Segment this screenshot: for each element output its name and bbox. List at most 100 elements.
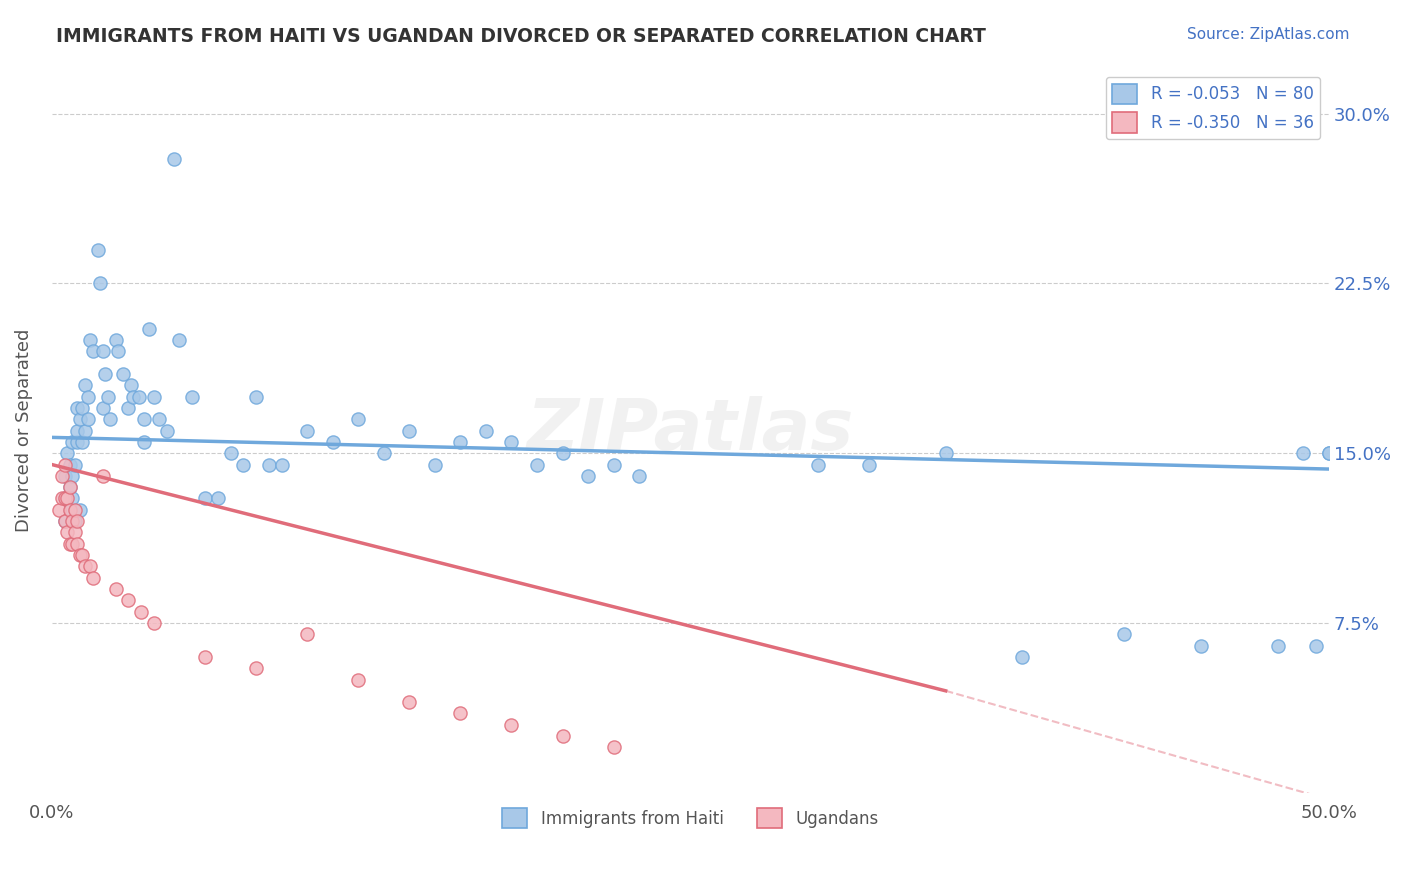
Point <box>526 458 548 472</box>
Point <box>295 627 318 641</box>
Point <box>97 390 120 404</box>
Point <box>59 480 82 494</box>
Point <box>72 548 94 562</box>
Point <box>122 390 145 404</box>
Point <box>169 333 191 347</box>
Point <box>100 412 122 426</box>
Point <box>142 390 165 404</box>
Point <box>194 491 217 506</box>
Point <box>56 525 79 540</box>
Point <box>53 514 76 528</box>
Point <box>181 390 204 404</box>
Point <box>48 503 70 517</box>
Point <box>322 434 344 449</box>
Point <box>82 571 104 585</box>
Point <box>53 468 76 483</box>
Point <box>219 446 242 460</box>
Point <box>66 424 89 438</box>
Point <box>232 458 254 472</box>
Point <box>132 412 155 426</box>
Point <box>449 706 471 721</box>
Point <box>60 514 83 528</box>
Point <box>53 514 76 528</box>
Point <box>60 537 83 551</box>
Point <box>128 390 150 404</box>
Point <box>138 322 160 336</box>
Point <box>245 390 267 404</box>
Point <box>148 412 170 426</box>
Point <box>398 424 420 438</box>
Point <box>142 615 165 630</box>
Point <box>107 344 129 359</box>
Point <box>207 491 229 506</box>
Point <box>156 424 179 438</box>
Point <box>53 491 76 506</box>
Point <box>807 458 830 472</box>
Point <box>602 740 624 755</box>
Point <box>63 503 86 517</box>
Point <box>347 412 370 426</box>
Point <box>1317 446 1340 460</box>
Point <box>63 514 86 528</box>
Point <box>449 434 471 449</box>
Point <box>53 491 76 506</box>
Point <box>551 729 574 743</box>
Point <box>194 649 217 664</box>
Point <box>1011 649 1033 664</box>
Point <box>117 593 139 607</box>
Point <box>60 491 83 506</box>
Point <box>66 514 89 528</box>
Point <box>163 152 186 166</box>
Point <box>1114 627 1136 641</box>
Point <box>73 378 96 392</box>
Point <box>270 458 292 472</box>
Point <box>87 243 110 257</box>
Point <box>91 468 114 483</box>
Y-axis label: Divorced or Separated: Divorced or Separated <box>15 329 32 533</box>
Point <box>935 446 957 460</box>
Point <box>1189 639 1212 653</box>
Point <box>132 434 155 449</box>
Point <box>60 468 83 483</box>
Point <box>69 503 91 517</box>
Point <box>69 412 91 426</box>
Point <box>347 673 370 687</box>
Point <box>59 537 82 551</box>
Point <box>91 344 114 359</box>
Point <box>56 491 79 506</box>
Point <box>475 424 498 438</box>
Point <box>63 458 86 472</box>
Point <box>66 537 89 551</box>
Point <box>501 718 523 732</box>
Point <box>117 401 139 415</box>
Point <box>112 367 135 381</box>
Point <box>66 434 89 449</box>
Point <box>295 424 318 438</box>
Point <box>858 458 880 472</box>
Point <box>69 548 91 562</box>
Text: ZIPatlas: ZIPatlas <box>527 396 853 465</box>
Point <box>398 695 420 709</box>
Legend: Immigrants from Haiti, Ugandans: Immigrants from Haiti, Ugandans <box>495 801 884 835</box>
Point <box>73 559 96 574</box>
Point <box>59 458 82 472</box>
Point <box>104 582 127 596</box>
Point <box>1292 446 1315 460</box>
Point <box>79 559 101 574</box>
Point <box>76 390 98 404</box>
Point <box>1267 639 1289 653</box>
Point <box>257 458 280 472</box>
Point <box>1317 446 1340 460</box>
Point <box>104 333 127 347</box>
Point <box>129 605 152 619</box>
Point <box>59 480 82 494</box>
Point <box>82 344 104 359</box>
Point <box>66 401 89 415</box>
Point <box>56 446 79 460</box>
Point <box>59 503 82 517</box>
Point <box>51 491 73 506</box>
Point <box>120 378 142 392</box>
Point <box>576 468 599 483</box>
Point <box>373 446 395 460</box>
Point <box>423 458 446 472</box>
